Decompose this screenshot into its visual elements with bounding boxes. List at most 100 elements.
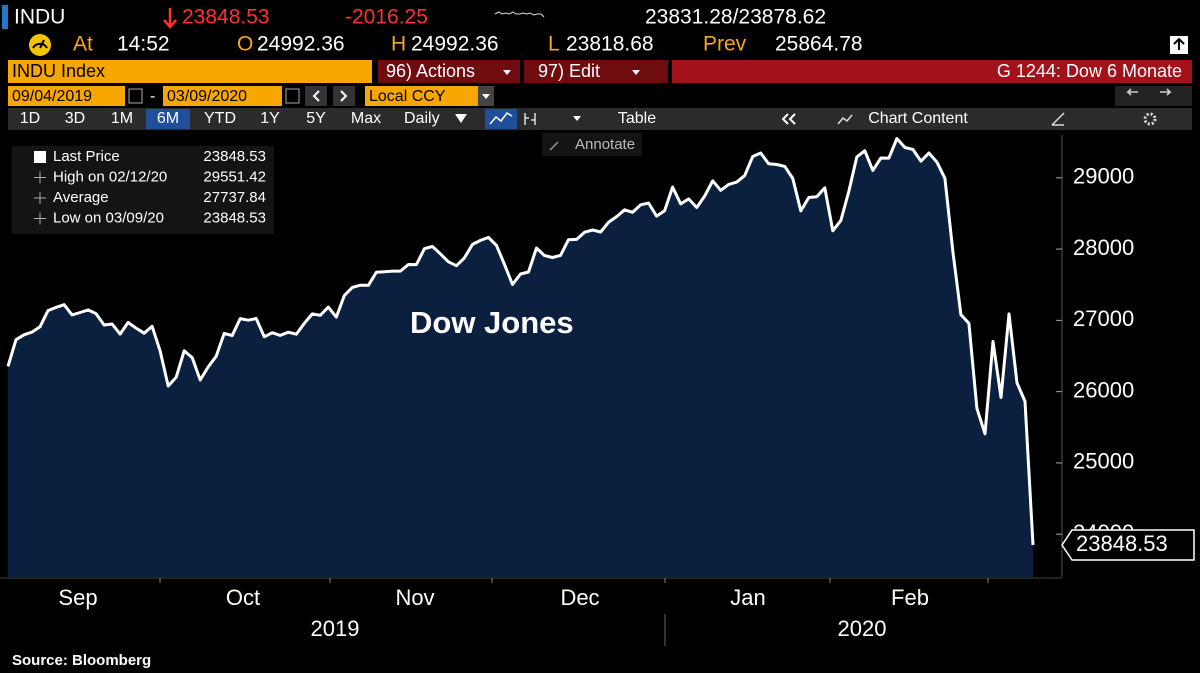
edit-icon[interactable]: [1051, 112, 1065, 126]
period-button[interactable]: 3D: [65, 110, 85, 127]
annotate-button[interactable]: [542, 133, 642, 156]
period-button[interactable]: 1D: [20, 110, 40, 127]
actions[interactable]: 96) Actions: [386, 61, 475, 81]
frequency[interactable]: Daily: [404, 110, 440, 127]
high-label: H: [391, 33, 406, 56]
currency[interactable]: Local CCY: [369, 88, 446, 105]
y-tick-label: 27000: [1073, 306, 1134, 331]
page-bar: [672, 60, 1192, 83]
period-button[interactable]: YTD: [204, 110, 236, 127]
legend-label: Low on 03/09/20: [53, 209, 164, 226]
dropdown-icon: [482, 94, 490, 99]
table-button[interactable]: Table: [618, 110, 656, 127]
next-button[interactable]: [333, 86, 355, 106]
legend-swatch: [34, 151, 46, 163]
period-button[interactable]: 6M: [157, 110, 179, 127]
last-value-box: [1061, 529, 1195, 561]
prev-label: Prev: [703, 33, 747, 56]
start-date-box[interactable]: [8, 86, 125, 106]
low: 23818.68: [566, 33, 654, 56]
x-tick-label: Dec: [560, 585, 599, 610]
y-tick-label: 25000: [1073, 449, 1134, 474]
end-date[interactable]: 03/09/2020: [167, 88, 247, 105]
x-tick-label: Oct: [226, 585, 260, 610]
high: 24992.36: [411, 33, 499, 56]
legend-symbol: [34, 212, 46, 225]
last-value-label: 23848.53: [1076, 531, 1168, 556]
x-tick-label: Jan: [730, 585, 765, 610]
security[interactable]: INDU Index: [12, 61, 105, 81]
collapse-icon[interactable]: [781, 113, 796, 125]
price: 23848.53: [182, 6, 270, 29]
page-title: G 1244: Dow 6 Monate: [997, 61, 1182, 81]
prev-button[interactable]: [305, 86, 327, 106]
legend-label: High on 02/12/20: [53, 168, 167, 185]
y-tick-label: 26000: [1073, 377, 1134, 402]
area-fill: [8, 138, 1033, 577]
dropdown-icon: [503, 70, 511, 75]
bar-chart-icon[interactable]: [524, 113, 536, 125]
legend-value: 23848.53: [203, 148, 266, 165]
actions-button[interactable]: [378, 60, 520, 83]
edit[interactable]: 97) Edit: [538, 61, 600, 81]
end-date-box[interactable]: [163, 86, 282, 106]
y-tick-label: 28000: [1073, 235, 1134, 260]
sparkline: [494, 11, 545, 18]
prev: 25864.78: [775, 33, 863, 56]
annotate[interactable]: Annotate: [575, 136, 635, 153]
calendar-icon[interactable]: [285, 88, 300, 104]
chart-content-button[interactable]: Chart Content: [868, 110, 968, 127]
bid-ask: 23831.28/23878.62: [645, 6, 826, 29]
period-button[interactable]: Max: [351, 110, 381, 127]
gauge-needle: [32, 39, 48, 49]
tool-bar: [8, 108, 1192, 130]
prev-arrow: [312, 90, 320, 102]
calendar-icon[interactable]: [128, 88, 143, 104]
date-separator: -: [150, 88, 155, 105]
start-date[interactable]: 09/04/2019: [12, 88, 92, 105]
period-button[interactable]: 1M: [111, 110, 133, 127]
year-label: 2020: [838, 616, 887, 641]
legend-symbol: [34, 192, 46, 204]
period-button[interactable]: 5Y: [306, 110, 326, 127]
legend-value: 23848.53: [203, 209, 266, 226]
legend-box: [12, 146, 274, 234]
edit-button[interactable]: [524, 60, 668, 83]
period-active[interactable]: [146, 109, 190, 129]
dropdown-icon: [455, 114, 467, 123]
currency-box[interactable]: [365, 86, 478, 106]
chart-content-icon: [837, 114, 853, 125]
year-label: 2019: [311, 616, 360, 641]
legend-label: Average: [53, 189, 109, 206]
low-label: L: [548, 33, 560, 56]
x-tick-label: Feb: [891, 585, 929, 610]
chart-title: Dow Jones: [410, 305, 574, 340]
x-tick-label: Sep: [58, 585, 97, 610]
line-chart-button[interactable]: [485, 109, 517, 129]
time: 14:52: [117, 33, 170, 56]
x-tick-label: Nov: [395, 585, 434, 610]
next-arrow: [340, 90, 348, 102]
legend-symbol: [34, 171, 46, 184]
legend-value: 29551.42: [203, 168, 266, 185]
source: Source: Bloomberg: [12, 652, 151, 669]
line-chart-icon: [489, 112, 513, 125]
open: 24992.36: [257, 33, 345, 56]
open-label: O: [237, 33, 253, 56]
y-tick-label: 29000: [1073, 164, 1134, 189]
ticker-marker: [2, 5, 8, 29]
undo-redo: [1115, 86, 1192, 106]
dropdown-icon: [632, 70, 640, 75]
change: -2016.25: [345, 6, 428, 29]
down-arrow: [163, 8, 177, 29]
legend-label: Last Price: [53, 148, 120, 165]
settings-icon[interactable]: [1143, 112, 1157, 126]
security-box[interactable]: [8, 60, 372, 83]
undo-redo-icons[interactable]: [1126, 88, 1172, 96]
period-button[interactable]: 1Y: [260, 110, 280, 127]
annotate-icon: [549, 141, 559, 151]
dropdown-icon: [573, 116, 581, 121]
at-label: At: [73, 33, 93, 56]
export-arrow: [1173, 37, 1185, 50]
